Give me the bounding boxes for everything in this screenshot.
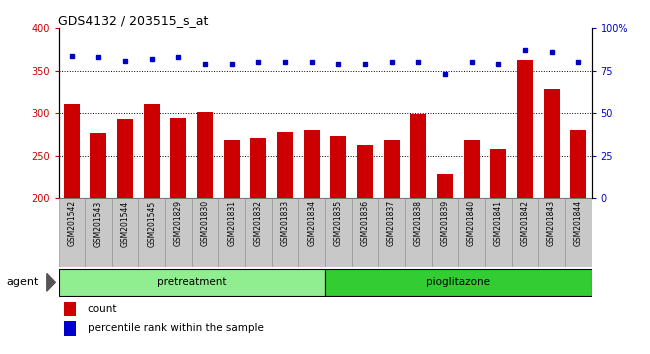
Bar xyxy=(325,198,352,267)
Bar xyxy=(224,141,240,198)
Text: GSM201832: GSM201832 xyxy=(254,200,263,246)
Text: percentile rank within the sample: percentile rank within the sample xyxy=(88,323,264,333)
Bar xyxy=(64,104,80,198)
Text: GSM201841: GSM201841 xyxy=(494,200,502,246)
Bar xyxy=(64,321,75,336)
Bar xyxy=(512,198,538,267)
Text: GSM201840: GSM201840 xyxy=(467,200,476,246)
Bar xyxy=(165,198,192,267)
Bar xyxy=(170,118,187,198)
Text: GSM201838: GSM201838 xyxy=(414,200,422,246)
Text: GSM201834: GSM201834 xyxy=(307,200,316,246)
Polygon shape xyxy=(47,273,55,291)
Text: GSM201544: GSM201544 xyxy=(121,200,129,246)
Bar xyxy=(197,112,213,198)
Bar xyxy=(378,198,405,267)
Bar xyxy=(117,119,133,198)
Text: count: count xyxy=(88,304,117,314)
Bar xyxy=(192,198,218,267)
Bar xyxy=(112,198,138,267)
Bar xyxy=(357,145,373,198)
Text: GSM201542: GSM201542 xyxy=(68,200,76,246)
Bar xyxy=(272,198,298,267)
Bar xyxy=(432,198,458,267)
Bar xyxy=(325,269,592,296)
Bar xyxy=(250,138,266,198)
Bar xyxy=(384,141,400,198)
Bar xyxy=(570,130,586,198)
Text: GSM201833: GSM201833 xyxy=(281,200,289,246)
Bar xyxy=(405,198,432,267)
Bar xyxy=(85,198,112,267)
Text: GSM201830: GSM201830 xyxy=(201,200,209,246)
Bar xyxy=(144,104,160,198)
Text: pretreatment: pretreatment xyxy=(157,277,226,287)
Bar xyxy=(437,175,453,198)
Text: GSM201839: GSM201839 xyxy=(441,200,449,246)
Bar xyxy=(517,60,533,198)
Bar xyxy=(277,132,293,198)
Bar xyxy=(218,198,245,267)
Bar xyxy=(138,198,165,267)
Bar xyxy=(58,198,85,267)
Bar xyxy=(58,269,325,296)
Bar xyxy=(304,130,320,198)
Text: GSM201843: GSM201843 xyxy=(547,200,556,246)
Bar xyxy=(298,198,325,267)
Bar xyxy=(490,149,506,198)
Bar xyxy=(538,198,565,267)
Text: GSM201844: GSM201844 xyxy=(574,200,582,246)
Text: pioglitazone: pioglitazone xyxy=(426,277,490,287)
Text: GSM201829: GSM201829 xyxy=(174,200,183,246)
Bar xyxy=(543,90,560,198)
Text: GSM201831: GSM201831 xyxy=(227,200,236,246)
Bar xyxy=(352,198,378,267)
Bar xyxy=(410,114,426,198)
Bar xyxy=(90,133,107,198)
Bar xyxy=(245,198,272,267)
Text: GSM201545: GSM201545 xyxy=(148,200,156,246)
Text: GSM201842: GSM201842 xyxy=(521,200,529,246)
Bar xyxy=(64,302,75,316)
Text: GSM201836: GSM201836 xyxy=(361,200,369,246)
Bar xyxy=(463,141,480,198)
Bar xyxy=(330,136,346,198)
Bar xyxy=(458,198,485,267)
Bar xyxy=(565,198,592,267)
Text: agent: agent xyxy=(6,277,39,287)
Text: GDS4132 / 203515_s_at: GDS4132 / 203515_s_at xyxy=(58,14,209,27)
Text: GSM201837: GSM201837 xyxy=(387,200,396,246)
Text: GSM201543: GSM201543 xyxy=(94,200,103,246)
Text: GSM201835: GSM201835 xyxy=(334,200,343,246)
Bar xyxy=(485,198,512,267)
